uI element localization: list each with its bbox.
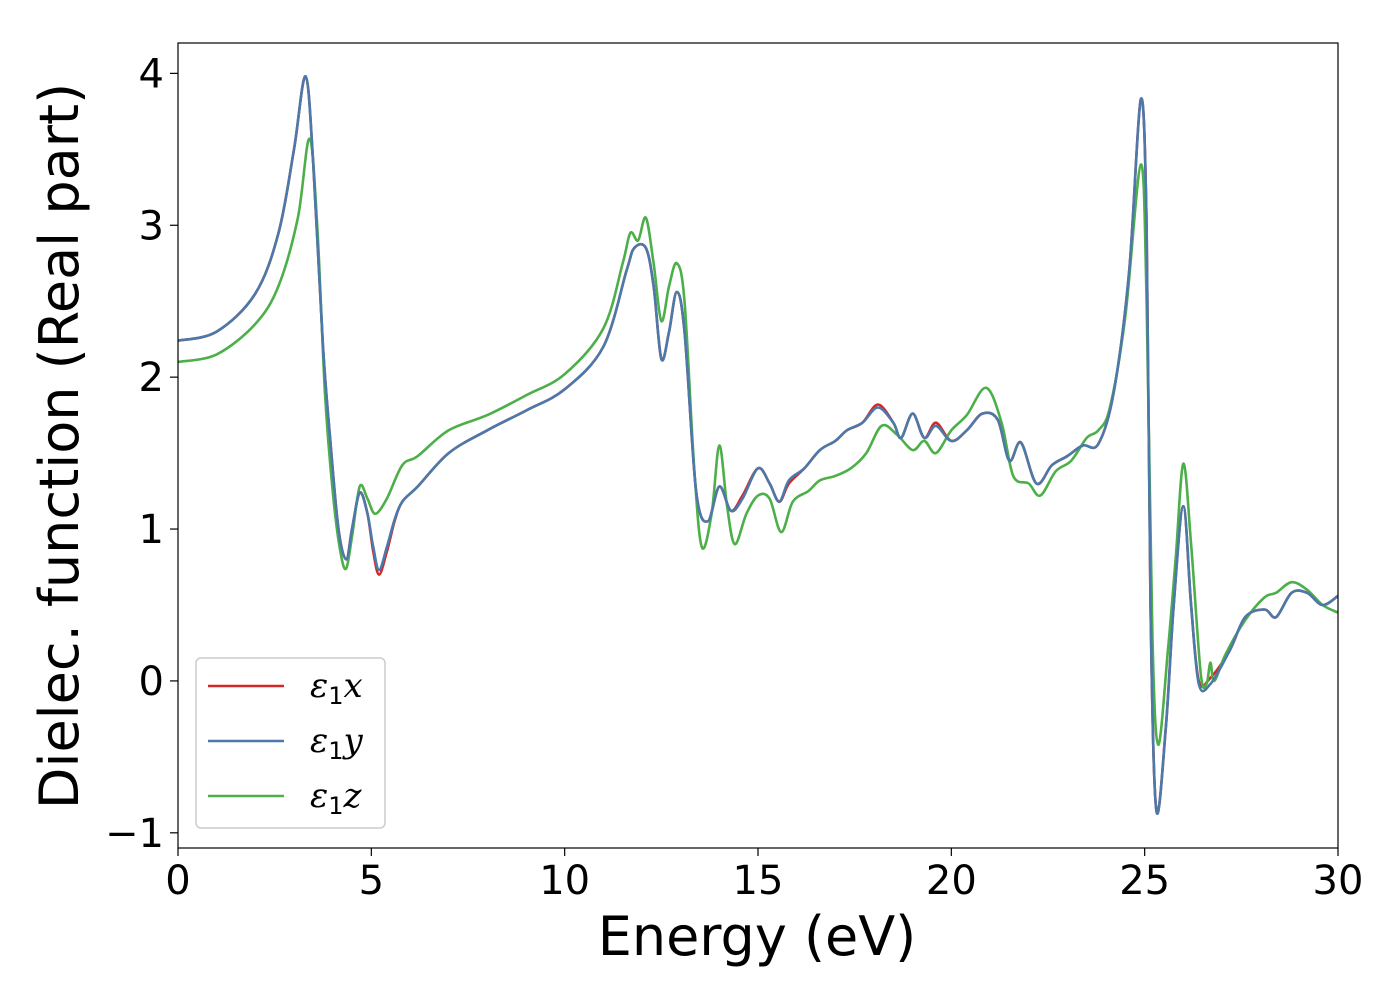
series-line-y <box>178 75 1338 815</box>
y-tick-label: 2 <box>139 355 164 401</box>
x-tick-label: 30 <box>1313 858 1364 904</box>
series-layer <box>178 75 1338 815</box>
y-tick-label: 0 <box>139 659 164 705</box>
x-tick-label: 25 <box>1119 858 1170 904</box>
series-line-z <box>178 137 1338 747</box>
x-axis-label: Energy (eV) <box>598 905 917 968</box>
x-tick-label: 15 <box>733 858 784 904</box>
y-tick-label: 1 <box>139 507 164 553</box>
legend-label-z: ε1z <box>310 776 363 820</box>
legend-box <box>195 657 386 829</box>
legend: ε1x ε1y ε1z <box>195 657 386 829</box>
x-axis: 0 5 10 15 20 25 30 <box>165 848 1363 904</box>
y-axis-label: Dielec. function (Real part) <box>28 83 91 809</box>
y-tick-label: 3 <box>139 203 164 249</box>
legend-label-y: ε1y <box>310 721 364 765</box>
y-axis: −1 0 1 2 3 4 <box>105 51 178 857</box>
x-tick-label: 10 <box>539 858 590 904</box>
x-tick-label: 20 <box>926 858 977 904</box>
legend-label-x: ε1x <box>310 666 363 710</box>
x-tick-label: 5 <box>359 858 384 904</box>
x-tick-label: 0 <box>165 858 190 904</box>
y-tick-label: 4 <box>139 51 164 97</box>
y-tick-label: −1 <box>105 811 164 857</box>
